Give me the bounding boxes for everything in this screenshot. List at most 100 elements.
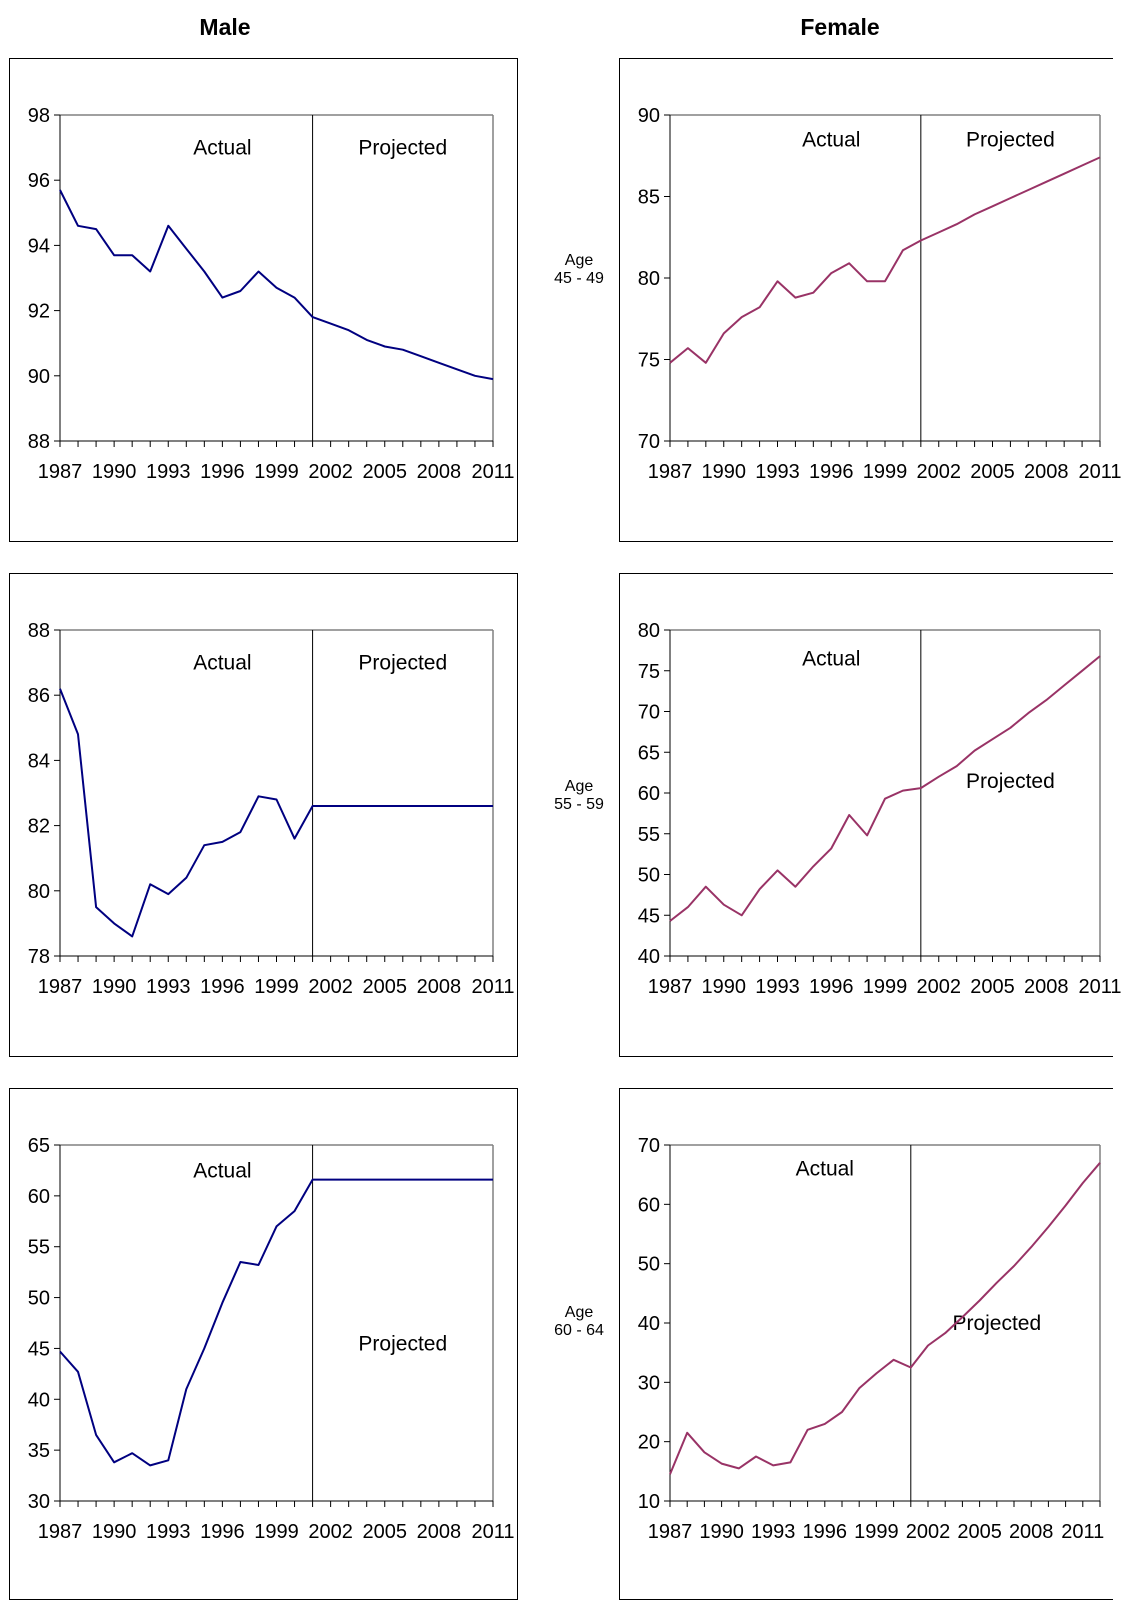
y-tick-label: 94 — [28, 235, 50, 257]
x-tick-label: 1996 — [809, 461, 854, 483]
y-tick-label: 30 — [28, 1491, 50, 1513]
x-tick-label: 1990 — [92, 976, 137, 998]
annotation-actual: Actual — [193, 652, 251, 675]
x-tick-label: 1999 — [863, 976, 908, 998]
y-tick-label: 70 — [638, 1135, 660, 1157]
x-tick-label: 2011 — [471, 1521, 514, 1543]
female-column-header: Female — [800, 14, 880, 40]
y-tick-label: 98 — [28, 105, 50, 127]
x-tick-label: 1993 — [755, 461, 800, 483]
age-label-line1: Age — [564, 1304, 594, 1321]
annotation-actual: Actual — [193, 1159, 251, 1182]
chart-male-60-64: 30 35 40 45 50 55 60 65 1987 1990 1993 1996 1999 2002… — [9, 1088, 518, 1600]
series-line — [59, 1178, 493, 1467]
annotation-projected: Projected — [358, 652, 447, 675]
y-tick-label: 40 — [638, 1313, 660, 1335]
annotation-actual: Actual — [193, 137, 251, 160]
x-tick-label: 1996 — [200, 1521, 245, 1543]
age-label-55-59: Age 55 - 59 — [539, 778, 619, 814]
chart-svg: 40 45 50 55 60 65 70 75 80 1987 1990 1993 1996 1999 20… — [638, 620, 1122, 998]
y-tick-label: 45 — [638, 905, 660, 927]
x-tick-label: 1993 — [146, 976, 191, 998]
x-tick-label: 1990 — [702, 976, 747, 998]
chart-male-55-59: 78 80 82 84 86 88 1987 1990 1993 1996 1999 2002 2005… — [9, 573, 518, 1057]
age-label-line1: Age — [564, 252, 594, 269]
x-tick-label: 2008 — [417, 1521, 462, 1543]
x-tick-label: 1987 — [648, 461, 693, 483]
y-tick-label: 78 — [28, 946, 50, 968]
x-tick-label: 1990 — [92, 461, 137, 483]
x-tick-label: 2005 — [957, 1521, 1002, 1543]
y-tick-label: 55 — [638, 824, 660, 846]
y-tick-label: 80 — [28, 881, 50, 903]
x-tick-label: 1990 — [702, 461, 747, 483]
series-line — [59, 189, 494, 381]
y-tick-label: 82 — [28, 816, 50, 838]
x-tick-label: 1996 — [200, 976, 245, 998]
chart-female-45-49: 70 75 80 85 90 1987 1990 1993 1996 1999 2002 2005 20… — [619, 58, 1122, 542]
x-tick-label: 1996 — [803, 1521, 848, 1543]
x-tick-label: 1987 — [38, 1521, 83, 1543]
x-tick-label: 1999 — [254, 976, 299, 998]
x-tick-label: 1996 — [200, 461, 245, 483]
chart-male-45-49: 88 90 92 94 96 98 1987 1990 1993 1996 1999 2002 2005… — [9, 58, 518, 542]
chart-svg: 78 80 82 84 86 88 1987 1990 1993 1996 1999 2002 2005… — [28, 620, 515, 998]
y-tick-label: 75 — [638, 661, 660, 683]
y-tick-label: 96 — [28, 170, 50, 192]
y-tick-label: 50 — [638, 1254, 660, 1276]
x-tick-label: 2002 — [308, 976, 353, 998]
x-tick-label: 2011 — [1078, 976, 1121, 998]
y-tick-label: 55 — [28, 1237, 50, 1259]
chart-female-60-64: 10 20 30 40 50 60 70 1987 1990 1993 1996 1999 2002 20… — [619, 1088, 1113, 1600]
x-tick-label: 1993 — [755, 976, 800, 998]
series-line — [669, 655, 1101, 922]
y-tick-label: 45 — [28, 1338, 50, 1360]
age-label-line2: 60 - 64 — [554, 1322, 604, 1339]
x-tick-label: 1990 — [699, 1521, 744, 1543]
y-tick-label: 75 — [638, 350, 660, 372]
y-tick-label: 88 — [28, 431, 50, 453]
y-tick-label: 84 — [28, 750, 50, 772]
age-label-line1: Age — [564, 778, 594, 795]
age-label-45-49: Age 45 - 49 — [539, 252, 619, 288]
age-label-line2: 45 - 49 — [554, 270, 604, 287]
x-tick-label: 2005 — [363, 1521, 408, 1543]
y-tick-label: 85 — [638, 187, 660, 209]
x-tick-label: 1996 — [809, 976, 854, 998]
y-tick-label: 90 — [638, 105, 660, 127]
annotation-actual: Actual — [796, 1158, 854, 1181]
x-tick-label: 2011 — [1061, 1521, 1104, 1543]
x-tick-label: 1990 — [92, 1521, 137, 1543]
x-tick-label: 1999 — [854, 1521, 899, 1543]
x-tick-label: 2002 — [308, 1521, 353, 1543]
chart-svg: 10 20 30 40 50 60 70 1987 1990 1993 1996 1999 2002 20… — [638, 1135, 1105, 1543]
x-tick-label: 2011 — [471, 976, 514, 998]
y-tick-label: 10 — [638, 1491, 660, 1513]
annotation-actual: Actual — [802, 128, 860, 151]
annotation-projected: Projected — [966, 128, 1055, 151]
y-tick-label: 88 — [28, 620, 50, 642]
x-tick-label: 2002 — [917, 461, 962, 483]
x-tick-label: 2005 — [363, 461, 408, 483]
x-tick-label: 2008 — [417, 461, 462, 483]
y-tick-label: 80 — [638, 620, 660, 642]
x-tick-label: 2008 — [1024, 461, 1069, 483]
male-column-header: Male — [199, 14, 251, 40]
y-tick-label: 35 — [28, 1440, 50, 1462]
x-tick-label: 2002 — [906, 1521, 951, 1543]
y-tick-label: 92 — [28, 301, 50, 323]
chart-svg: 88 90 92 94 96 98 1987 1990 1993 1996 1999 2002 2005… — [28, 105, 515, 483]
annotation-projected: Projected — [358, 1332, 447, 1355]
chart-svg: 30 35 40 45 50 55 60 65 1987 1990 1993 1996 1999 2002… — [28, 1135, 515, 1543]
x-tick-label: 1987 — [648, 1521, 693, 1543]
x-tick-label: 1993 — [751, 1521, 796, 1543]
series-line — [59, 688, 493, 938]
x-tick-label: 1999 — [254, 1521, 299, 1543]
x-tick-label: 2002 — [917, 976, 962, 998]
chart-female-55-59: 40 45 50 55 60 65 70 75 80 1987 1990 1993 1996 1999 20… — [619, 573, 1122, 1057]
y-tick-label: 70 — [638, 431, 660, 453]
x-tick-label: 2005 — [970, 976, 1015, 998]
x-tick-label: 2011 — [1078, 461, 1121, 483]
annotation-projected: Projected — [952, 1312, 1041, 1335]
age-label-60-64: Age 60 - 64 — [539, 1304, 619, 1340]
